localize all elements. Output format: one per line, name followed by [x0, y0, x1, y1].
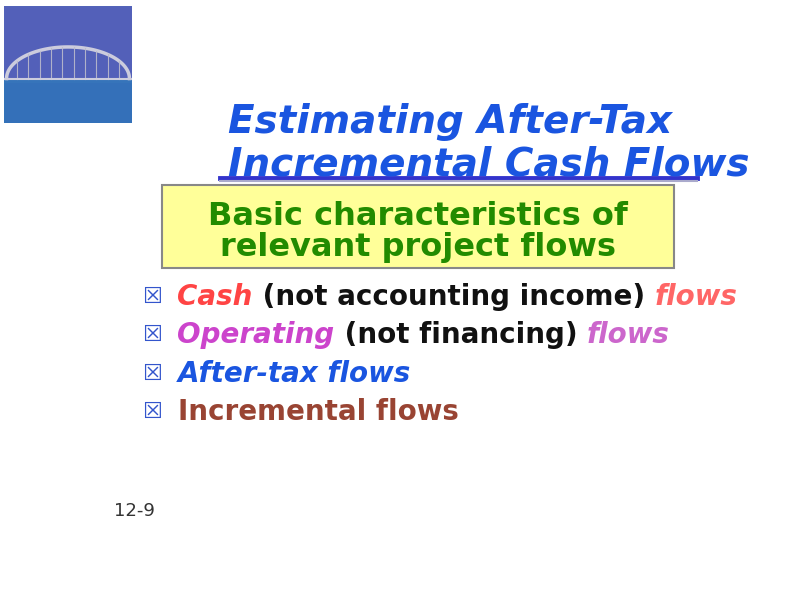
Text: 12-9: 12-9: [114, 502, 155, 520]
Text: flows: flows: [654, 283, 738, 311]
Text: ☒: ☒: [142, 287, 162, 307]
Text: Basic characteristics of: Basic characteristics of: [208, 201, 628, 232]
Bar: [4, 79, 132, 123]
Text: ☒: ☒: [142, 325, 162, 346]
Text: relevant project flows: relevant project flows: [220, 232, 616, 263]
Text: Incremental flows: Incremental flows: [178, 398, 458, 427]
Text: Incremental Cash Flows: Incremental Cash Flows: [228, 145, 750, 183]
Text: Estimating After-Tax: Estimating After-Tax: [228, 103, 672, 141]
Text: flows: flows: [587, 322, 670, 349]
Text: Cash: Cash: [178, 283, 253, 311]
Text: (not accounting income): (not accounting income): [253, 283, 654, 311]
Text: ☒: ☒: [142, 364, 162, 384]
FancyBboxPatch shape: [162, 185, 674, 268]
Text: ☒: ☒: [142, 403, 162, 422]
Bar: [4, 6, 132, 82]
Text: After-tax flows: After-tax flows: [178, 360, 410, 388]
Text: Operating: Operating: [178, 322, 334, 349]
Text: (not financing): (not financing): [334, 322, 587, 349]
